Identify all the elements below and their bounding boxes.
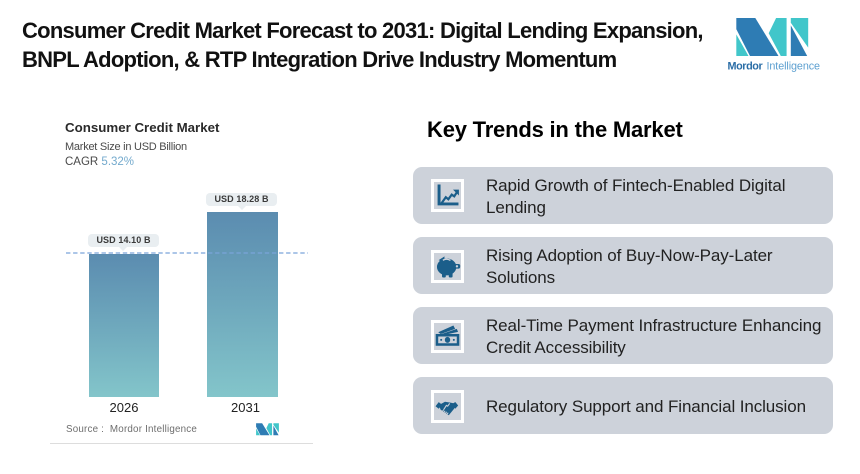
svg-text:Mordor: Mordor	[728, 60, 764, 72]
svg-text:Intelligence: Intelligence	[767, 60, 821, 72]
